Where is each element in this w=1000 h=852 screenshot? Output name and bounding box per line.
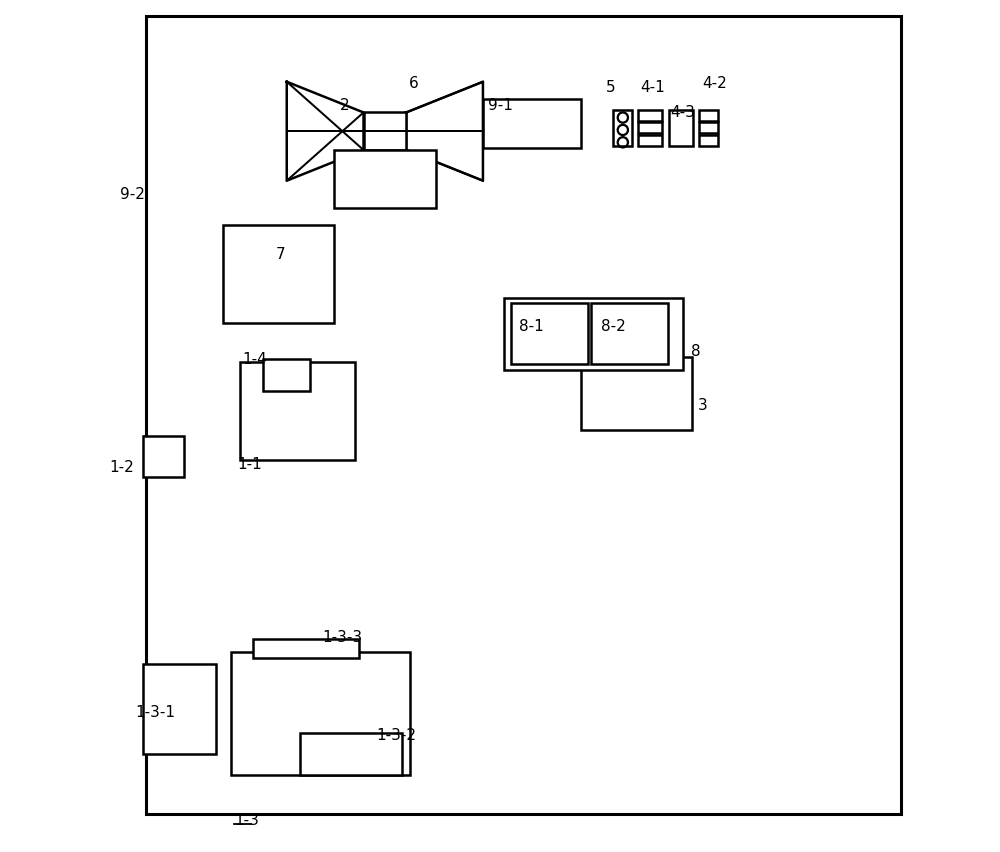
Bar	[143, 665, 216, 754]
Bar	[591, 303, 668, 365]
Bar	[364, 113, 406, 151]
Bar	[581, 358, 692, 430]
Bar	[638, 135, 662, 147]
Text: 1-1: 1-1	[237, 457, 262, 472]
Text: 1-3: 1-3	[234, 812, 259, 827]
Text: 5: 5	[606, 79, 615, 95]
Bar	[300, 733, 402, 775]
Bar	[669, 111, 693, 147]
Text: 8: 8	[691, 343, 701, 359]
Text: 9-1: 9-1	[488, 98, 513, 113]
Text: 1-4: 1-4	[242, 352, 267, 367]
Text: 4-3: 4-3	[671, 105, 695, 120]
Bar	[699, 124, 718, 135]
Text: 8-2: 8-2	[601, 319, 625, 334]
Text: 4-1: 4-1	[640, 79, 665, 95]
Text: 1-3-1: 1-3-1	[136, 704, 176, 719]
Bar	[231, 652, 410, 775]
Bar	[223, 226, 334, 324]
Bar	[699, 111, 718, 122]
Text: 1-2: 1-2	[109, 459, 134, 475]
Bar	[504, 298, 683, 371]
Bar	[253, 639, 359, 658]
Bar	[143, 436, 184, 477]
Text: 3: 3	[698, 397, 708, 412]
Bar	[483, 100, 581, 149]
Bar	[240, 362, 355, 460]
Text: 4-2: 4-2	[702, 76, 727, 91]
Text: 7: 7	[276, 246, 285, 262]
Bar	[263, 360, 310, 392]
Bar	[511, 303, 588, 365]
Bar	[699, 135, 718, 147]
Text: 2: 2	[340, 98, 349, 113]
Text: 1-3-3: 1-3-3	[323, 629, 363, 644]
Text: 6: 6	[409, 76, 418, 91]
Bar	[638, 124, 662, 135]
Bar	[334, 151, 436, 209]
Text: 1-3-2: 1-3-2	[376, 727, 416, 742]
Bar	[146, 17, 901, 814]
Text: 9-2: 9-2	[120, 187, 145, 202]
Bar	[613, 111, 632, 147]
Bar	[638, 111, 662, 122]
Text: 8-1: 8-1	[519, 319, 544, 334]
